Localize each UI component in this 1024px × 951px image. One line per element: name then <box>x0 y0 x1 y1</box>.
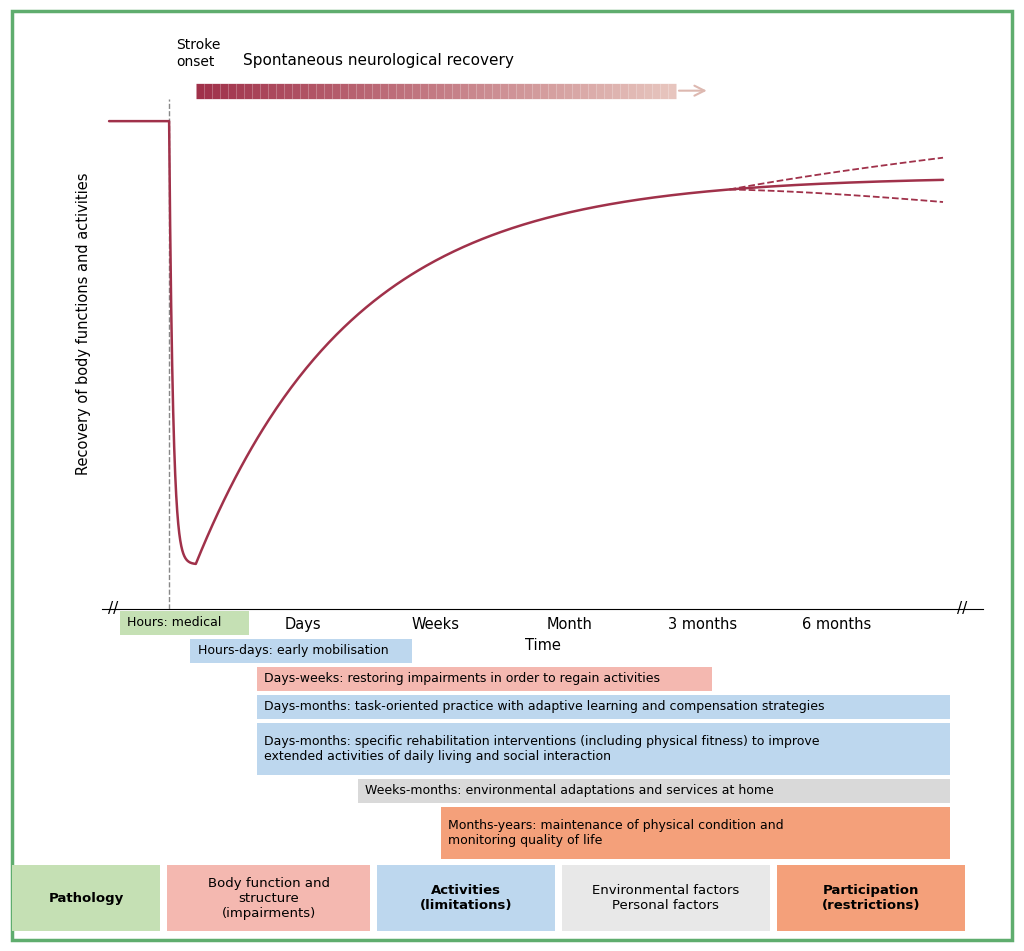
FancyBboxPatch shape <box>441 806 949 859</box>
FancyBboxPatch shape <box>120 611 250 634</box>
Text: Activities
(limitations): Activities (limitations) <box>420 884 512 912</box>
Text: Hours: medical: Hours: medical <box>127 616 221 630</box>
Text: //: // <box>108 601 118 616</box>
Text: Hours-days: early mobilisation: Hours-days: early mobilisation <box>198 644 388 657</box>
FancyBboxPatch shape <box>12 11 1012 940</box>
Text: Months-years: maintenance of physical condition and
monitoring quality of life: Months-years: maintenance of physical co… <box>449 819 784 846</box>
Text: Environmental factors
Personal factors: Environmental factors Personal factors <box>592 884 739 912</box>
FancyBboxPatch shape <box>562 865 770 931</box>
FancyBboxPatch shape <box>190 639 413 663</box>
FancyBboxPatch shape <box>12 865 160 931</box>
Text: Spontaneous neurological recovery: Spontaneous neurological recovery <box>243 52 513 68</box>
Text: Days-months: task-oriented practice with adaptive learning and compensation stra: Days-months: task-oriented practice with… <box>263 700 824 713</box>
Text: Stroke
onset: Stroke onset <box>176 38 220 68</box>
FancyBboxPatch shape <box>777 865 965 931</box>
Text: Participation
(restrictions): Participation (restrictions) <box>821 884 920 912</box>
FancyBboxPatch shape <box>357 779 949 803</box>
Text: Pathology: Pathology <box>48 892 124 904</box>
Text: Body function and
structure
(impairments): Body function and structure (impairments… <box>208 877 330 920</box>
Y-axis label: Recovery of body functions and activities: Recovery of body functions and activitie… <box>77 172 91 475</box>
Text: //: // <box>956 601 967 616</box>
Text: Days-weeks: restoring impairments in order to regain activities: Days-weeks: restoring impairments in ord… <box>263 672 659 685</box>
Text: Weeks-months: environmental adaptations and services at home: Weeks-months: environmental adaptations … <box>365 785 773 797</box>
FancyBboxPatch shape <box>167 865 370 931</box>
FancyBboxPatch shape <box>256 667 712 690</box>
Text: Days-months: specific rehabilitation interventions (including physical fitness) : Days-months: specific rehabilitation int… <box>263 735 819 763</box>
FancyBboxPatch shape <box>256 694 949 719</box>
FancyBboxPatch shape <box>256 723 949 775</box>
X-axis label: Time: Time <box>524 637 561 652</box>
FancyBboxPatch shape <box>377 865 555 931</box>
